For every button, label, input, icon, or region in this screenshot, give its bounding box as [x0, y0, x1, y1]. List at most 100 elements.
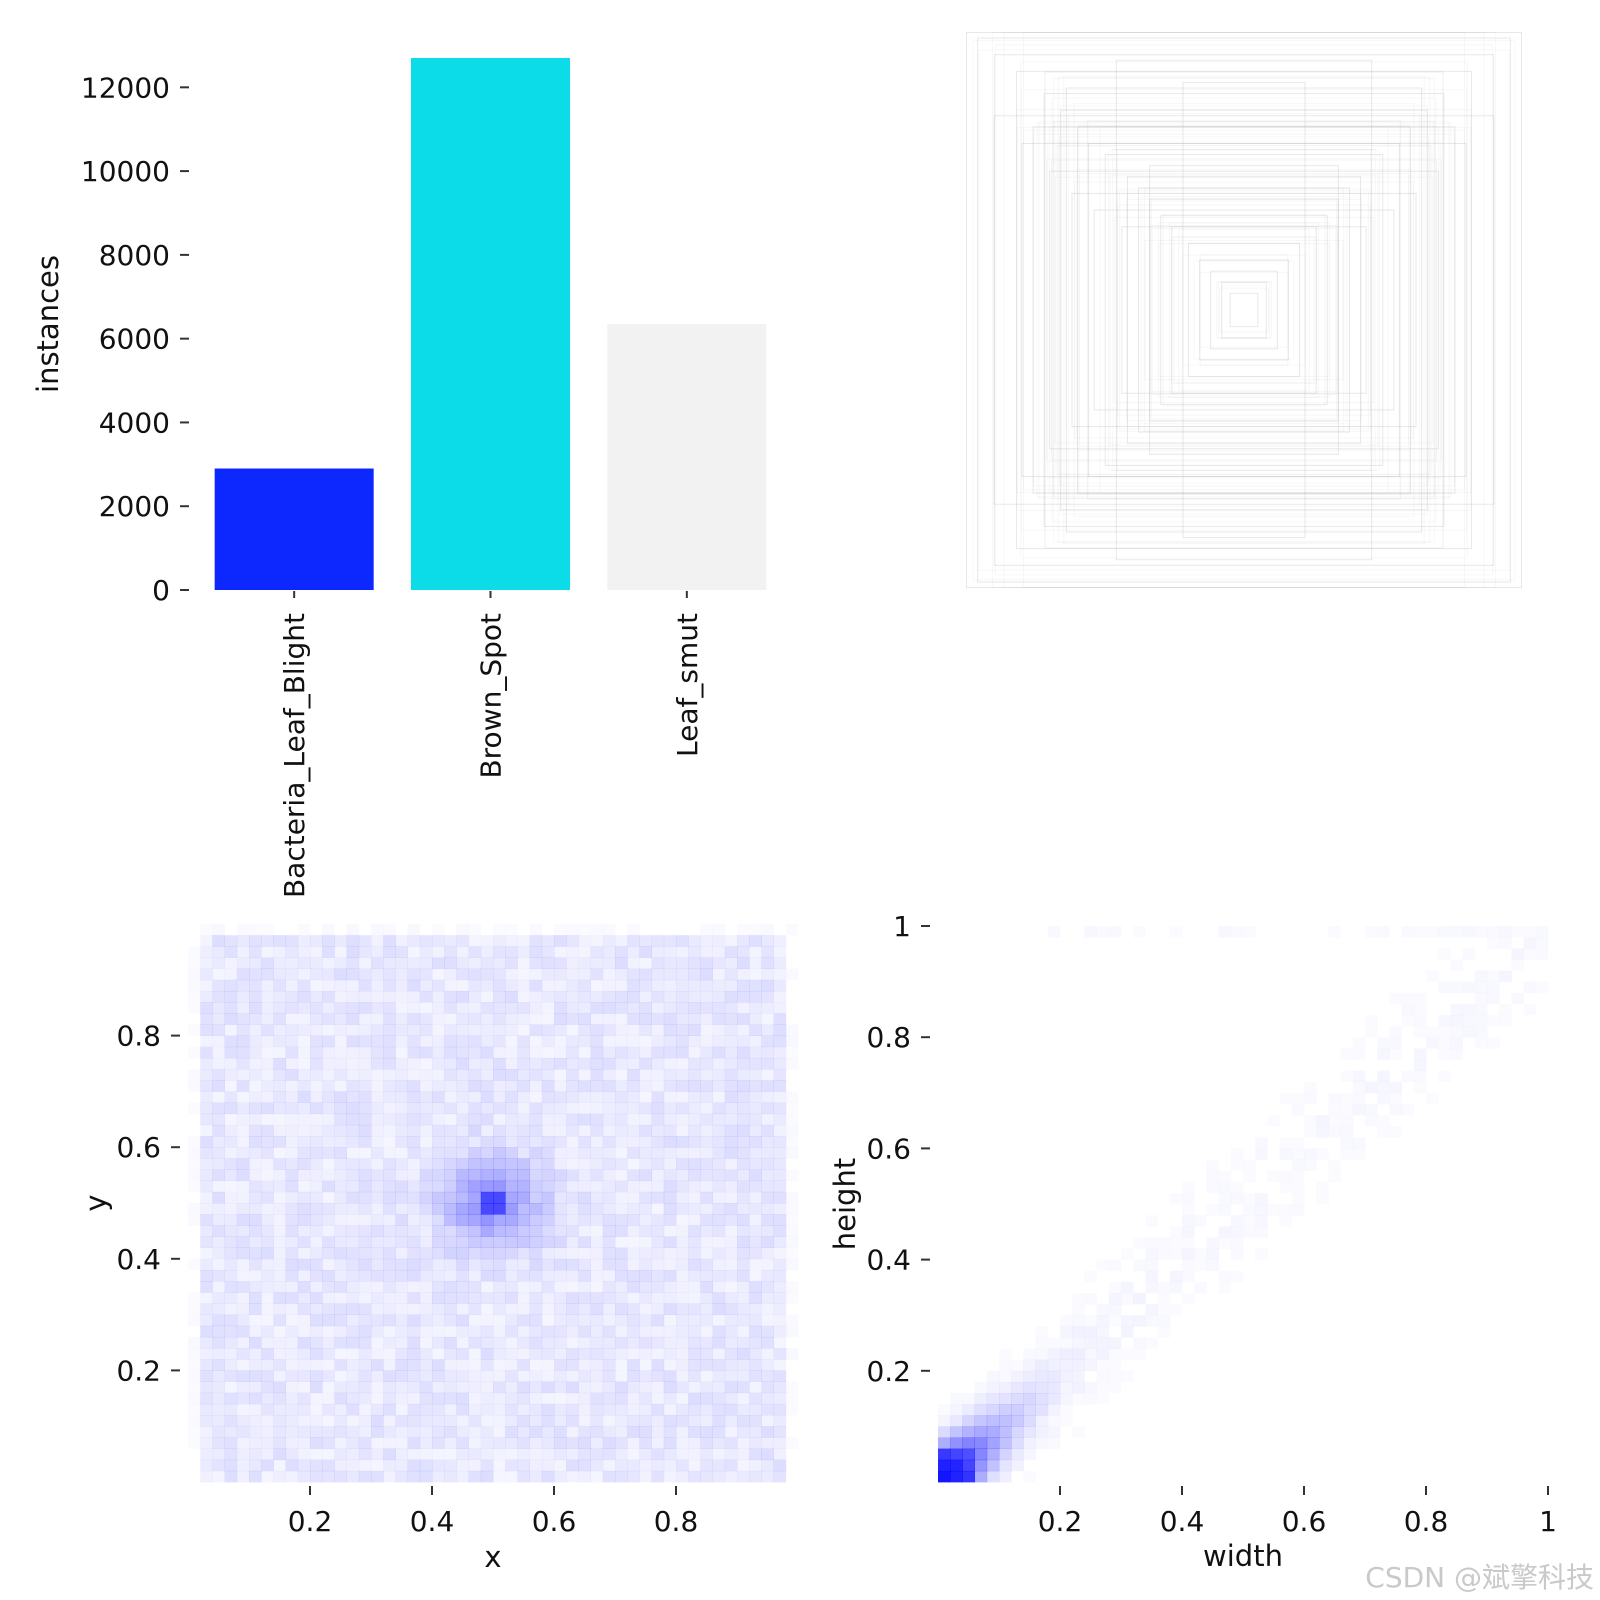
heatmap-cell	[688, 1091, 701, 1103]
heatmap-cell	[188, 957, 201, 969]
heatmap-cell	[236, 1370, 250, 1382]
heatmap-cell	[627, 979, 640, 992]
heatmap-cell	[1475, 1015, 1488, 1027]
heatmap-cell	[529, 1459, 543, 1472]
heatmap-cell	[249, 1448, 262, 1461]
heatmap-cell	[505, 1225, 518, 1237]
heatmap-cell	[371, 1091, 384, 1103]
heatmap-cell	[554, 1381, 567, 1394]
heatmap-cell	[371, 1124, 384, 1137]
heatmap-cell	[773, 1091, 787, 1103]
heatmap-cell	[590, 1013, 604, 1025]
heatmap-cell	[383, 1437, 396, 1449]
heatmap-cell	[590, 1080, 604, 1092]
heatmap-cell	[663, 1336, 677, 1349]
heatmap-cell	[724, 1359, 738, 1371]
heatmap-cell	[566, 1258, 579, 1271]
heatmap-cell	[249, 1169, 262, 1182]
heatmap-cell	[493, 1236, 506, 1249]
heatmap-cell	[590, 1370, 604, 1382]
heatmap-cell	[541, 1102, 555, 1115]
heatmap-cell	[200, 1348, 213, 1360]
heatmap-cell	[480, 1091, 494, 1103]
heatmap-cell	[1158, 1293, 1171, 1305]
heatmap-cell	[224, 1392, 238, 1405]
bbox-outline	[1087, 121, 1401, 499]
heatmap-cell	[468, 1147, 482, 1159]
heatmap-cell	[432, 1370, 445, 1382]
heatmap-cell	[236, 1470, 250, 1483]
heatmap-cell	[517, 1370, 530, 1382]
heatmap-cell	[651, 1314, 665, 1327]
heatmap-cell	[737, 1225, 750, 1237]
heatmap-cell	[249, 1124, 262, 1137]
heatmap-cell	[1047, 1381, 1061, 1394]
heatmap-cell	[383, 1080, 396, 1092]
heatmap-cell	[639, 957, 652, 970]
heatmap-cell	[590, 1057, 604, 1070]
heatmap-cell	[676, 968, 689, 981]
heatmap-cell	[395, 1415, 408, 1427]
heatmap-cell	[261, 1258, 274, 1271]
heatmap-cell	[517, 1080, 530, 1092]
heatmap-cell	[358, 1448, 372, 1461]
heatmap-cell	[310, 1069, 323, 1081]
heatmap-cell	[749, 1046, 762, 1059]
heatmap-cell	[322, 1057, 335, 1070]
heatmap-cell	[1304, 1115, 1317, 1127]
heatmap-cell	[761, 1214, 774, 1226]
bbox-outline	[1065, 87, 1423, 533]
heatmap-cell	[602, 1325, 616, 1338]
heatmap-cell	[395, 1281, 408, 1293]
heatmap-cell	[688, 1314, 701, 1327]
heatmap-cell	[285, 1403, 299, 1416]
heatmap-cell	[285, 1102, 299, 1115]
heatmap-cell	[615, 1169, 628, 1182]
heatmap-cell	[505, 1124, 518, 1137]
heatmap-cell	[224, 1124, 238, 1137]
heatmap-cell	[407, 1348, 421, 1360]
heatmap-cell	[962, 1437, 975, 1450]
heatmap-cell	[541, 1459, 555, 1472]
heatmap-cell	[285, 1381, 299, 1394]
heatmap-cell	[627, 1314, 640, 1327]
heatmap-cell	[383, 1292, 396, 1304]
heatmap-cell	[297, 1448, 311, 1461]
heatmap-cell	[261, 1359, 274, 1371]
heatmap-cell	[724, 1437, 738, 1449]
heatmap-cell	[712, 1381, 726, 1394]
heatmap-cell	[188, 1024, 201, 1036]
heatmap-cell	[468, 1247, 482, 1260]
heatmap-cell	[639, 1036, 652, 1048]
heatmap-cell	[1182, 1215, 1195, 1227]
bbox-outline	[1057, 145, 1431, 475]
heatmap-cell	[651, 1359, 665, 1371]
heatmap-cell	[444, 1437, 457, 1449]
heatmap-cell	[578, 1024, 591, 1036]
heatmap-cell	[627, 990, 640, 1003]
heatmap-cell	[297, 1102, 311, 1115]
heatmap-cell	[1133, 1349, 1146, 1361]
heatmap-cell	[261, 924, 274, 936]
bbox-outline	[1108, 149, 1380, 471]
heatmap-cell	[310, 1102, 323, 1115]
heatmap-cell	[371, 1180, 384, 1193]
heatmap-cell	[639, 1113, 652, 1126]
heatmap-cell	[749, 1024, 762, 1036]
bbox-outline	[1126, 176, 1362, 444]
heatmap-cell	[224, 1035, 238, 1048]
heatmap-cell	[590, 1336, 604, 1349]
heatmap-cell	[761, 924, 774, 936]
heatmap-cell	[712, 1258, 726, 1271]
heatmap-cell	[310, 968, 323, 981]
heatmap-cell	[212, 1158, 225, 1170]
heatmap-cell	[1084, 1349, 1097, 1361]
heatmap-cell	[962, 1393, 975, 1405]
heatmap-cell	[456, 1325, 469, 1338]
y-tick-label: 6000	[99, 323, 170, 356]
heatmap-cell	[590, 1180, 604, 1193]
heatmap-cell	[602, 1113, 616, 1126]
heatmap-cell	[383, 1136, 396, 1148]
heatmap-cell	[261, 1113, 274, 1126]
heatmap-cell	[639, 1203, 652, 1215]
